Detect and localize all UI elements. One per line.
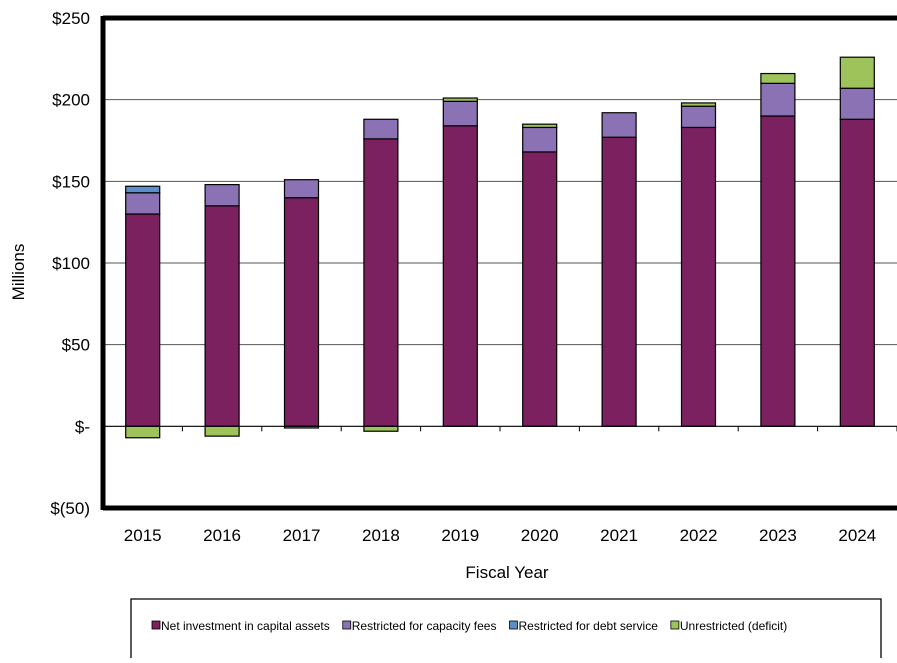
bar-segment (760, 82, 796, 117)
legend-swatch (342, 620, 352, 630)
bar-segment (204, 205, 240, 427)
bar-segment (125, 213, 161, 427)
bar-segment (283, 179, 320, 199)
bar-segment (680, 102, 717, 107)
bars (125, 56, 875, 439)
bar-segment (522, 126, 558, 153)
bar-segment (680, 126, 717, 427)
bar-segment (839, 87, 875, 120)
bar-segment (442, 97, 478, 102)
bar-segment (760, 72, 796, 84)
bar-segment (363, 138, 399, 427)
y-tick-label: $100 (52, 254, 90, 273)
bar-segment (363, 118, 399, 140)
x-tick-label: 2017 (283, 526, 321, 545)
bar-segment (601, 136, 637, 427)
legend-swatch (670, 620, 680, 630)
bar-segment (125, 192, 161, 215)
legend-label: Unrestricted (deficit) (680, 619, 787, 633)
legend-frame (130, 598, 882, 658)
legend-label: Restricted for capacity fees (352, 619, 497, 633)
y-tick-label: $- (75, 417, 90, 436)
x-tick-label: 2022 (680, 526, 718, 545)
x-tick-label: 2021 (600, 526, 638, 545)
bar-segment (760, 115, 796, 427)
x-tick-label: 2020 (521, 526, 559, 545)
bar-segment (839, 118, 875, 427)
x-tick-label: 2016 (203, 526, 241, 545)
bar-segment (839, 56, 875, 89)
legend: Net investment in capital assets Restrict… (130, 598, 882, 658)
x-tick-label: 2023 (759, 526, 797, 545)
x-tick-label: 2018 (362, 526, 400, 545)
y-tick-label: $50 (62, 336, 90, 355)
bar-segment (522, 151, 558, 427)
bar-segment (204, 425, 240, 437)
x-tick-label: 2024 (838, 526, 876, 545)
bar-segment (204, 184, 240, 207)
bar-segment (125, 185, 161, 194)
legend-label: Net investment in capital assets (161, 619, 330, 633)
y-axis-title: Millions (9, 244, 28, 301)
bar-segment (522, 123, 558, 129)
y-tick-label: $(50) (50, 499, 90, 518)
y-tick-label: $200 (52, 91, 90, 110)
x-tick-label: 2015 (124, 526, 162, 545)
bar-segment (125, 425, 161, 439)
y-tick-label: $150 (52, 172, 90, 191)
bar-segment (283, 197, 320, 427)
legend-label: Restricted for debt service (518, 619, 658, 633)
x-tick-label: 2019 (441, 526, 479, 545)
x-axis-title: Fiscal Year (465, 563, 548, 582)
tick-labels: $250 $200 $150 $100 $50 $- $(50) 2015 2016 2017 20… (50, 9, 876, 545)
axes (100, 15, 897, 511)
bar-segment (442, 125, 478, 427)
bar-segment (601, 112, 637, 138)
legend-swatch (509, 620, 518, 630)
bar-segment (442, 100, 478, 127)
y-tick-label: $250 (52, 9, 90, 28)
bar-segment (680, 105, 717, 129)
legend-swatch (151, 620, 161, 630)
bar-segment (363, 425, 399, 432)
